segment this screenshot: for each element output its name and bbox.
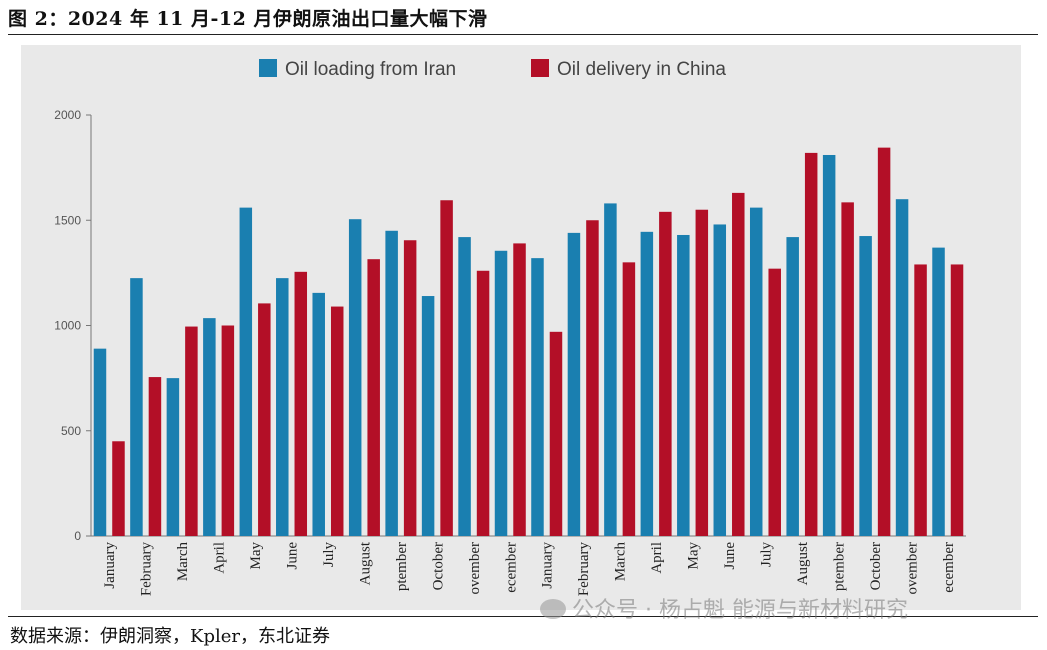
bar-china-delivery [549, 331, 563, 536]
y-tick-label: 500 [61, 424, 81, 438]
x-category-label: May [686, 542, 702, 570]
x-category-label: May [248, 542, 264, 570]
bar-iran-loading [385, 230, 398, 536]
bar-iran-loading [494, 250, 508, 536]
bar-china-delivery [732, 192, 745, 536]
category-labels: January February March April May June July Augu… [102, 541, 957, 596]
x-category-label: August [357, 541, 373, 585]
x-category-label: April [649, 542, 665, 574]
bar-china-delivery [768, 268, 781, 536]
bar-iran-loading [312, 292, 325, 536]
bar-iran-loading [932, 247, 945, 537]
x-category-label: October [430, 542, 446, 590]
bar-china-delivery [877, 147, 891, 536]
x-category-label: ecember [503, 542, 519, 593]
bar-iran-loading [859, 236, 872, 536]
bar-china-delivery [221, 325, 235, 536]
bar-china-delivery [403, 240, 417, 536]
bar-china-delivery [513, 243, 526, 536]
legend-label-iran: Oil loading from Iran [285, 59, 456, 80]
bar-chart: Oil loading from Iran Oil delivery in Ch… [54, 59, 966, 596]
x-category-label: February [576, 542, 592, 597]
bar-iran-loading [239, 207, 253, 536]
y-tick-label: 0 [74, 529, 81, 543]
bar-china-delivery [659, 211, 672, 536]
bar-iran-loading [749, 207, 763, 536]
bar-iran-loading [458, 237, 471, 536]
legend: Oil loading from Iran Oil delivery in Ch… [259, 59, 726, 80]
legend-swatch-iran [259, 59, 277, 77]
y-tick-label: 1000 [54, 319, 81, 333]
bar-iran-loading [567, 232, 581, 536]
bar-china-delivery [841, 202, 854, 537]
x-category-label: June [722, 542, 738, 570]
bar-china-delivery [476, 270, 490, 536]
bar-china-delivery [185, 326, 198, 536]
bar-china-delivery [148, 377, 162, 536]
bar-china-delivery [330, 306, 344, 536]
x-category-label: ovember [467, 542, 483, 594]
bar-iran-loading [203, 318, 216, 536]
bar-iran-loading [713, 224, 727, 536]
bar-iran-loading [786, 237, 799, 536]
watermark: 公众号 · 杨占魁 能源与新材料研究 [540, 592, 908, 624]
bar-iran-loading [348, 219, 362, 536]
x-category-label: March [175, 542, 191, 582]
bar-china-delivery [804, 152, 818, 536]
bar-iran-loading [130, 278, 143, 536]
bar-china-delivery [258, 303, 271, 536]
bar-iran-loading [93, 348, 107, 536]
bar-iran-loading [531, 258, 544, 536]
y-tick-label: 1500 [54, 213, 81, 227]
bar-iran-loading [677, 234, 690, 537]
x-category-label: February [139, 542, 155, 597]
x-category-label: July [321, 542, 337, 568]
x-category-label: ptember [831, 542, 847, 591]
x-category-label: March [613, 542, 629, 582]
x-category-label: January [540, 542, 556, 589]
bar-china-delivery [112, 441, 125, 536]
x-category-label: August [795, 541, 811, 585]
x-category-label: June [285, 542, 301, 570]
legend-label-china: Oil delivery in China [557, 59, 726, 80]
bar-iran-loading [604, 203, 617, 536]
bar-china-delivery [622, 262, 636, 536]
x-category-label: January [102, 542, 118, 589]
x-category-label: ptember [394, 542, 410, 591]
x-category-label: July [758, 542, 774, 568]
x-category-label: October [868, 542, 884, 590]
bar-china-delivery [695, 209, 709, 536]
bar-iran-loading [421, 296, 435, 536]
source-note: 数据来源：伊朗洞察，Kpler，东北证券 [10, 626, 330, 647]
bars [93, 147, 964, 537]
bar-china-delivery [367, 259, 380, 536]
bar-iran-loading [822, 154, 836, 536]
x-category-label: ecember [941, 542, 957, 593]
bar-iran-loading [895, 199, 909, 536]
axes: 0 500 1000 1500 2000 [54, 108, 966, 543]
bottom-rule [8, 616, 1038, 617]
watermark-text: 公众号 · 杨占魁 能源与新材料研究 [572, 598, 908, 623]
bar-iran-loading [166, 378, 180, 536]
legend-swatch-china [531, 59, 549, 77]
bar-china-delivery [294, 271, 308, 536]
x-category-label: April [212, 542, 228, 574]
bar-china-delivery [914, 264, 927, 536]
bar-china-delivery [586, 220, 599, 536]
x-category-label: ovember [904, 542, 920, 594]
wechat-icon [540, 599, 566, 619]
y-tick-label: 2000 [54, 108, 81, 122]
top-rule [8, 34, 1038, 35]
bar-iran-loading [640, 231, 654, 536]
bar-china-delivery [950, 264, 964, 536]
figure-title: 图 2：2024 年 11 月-12 月伊朗原油出口量大幅下滑 [8, 8, 488, 30]
bar-china-delivery [440, 200, 453, 536]
bar-iran-loading [276, 278, 289, 536]
